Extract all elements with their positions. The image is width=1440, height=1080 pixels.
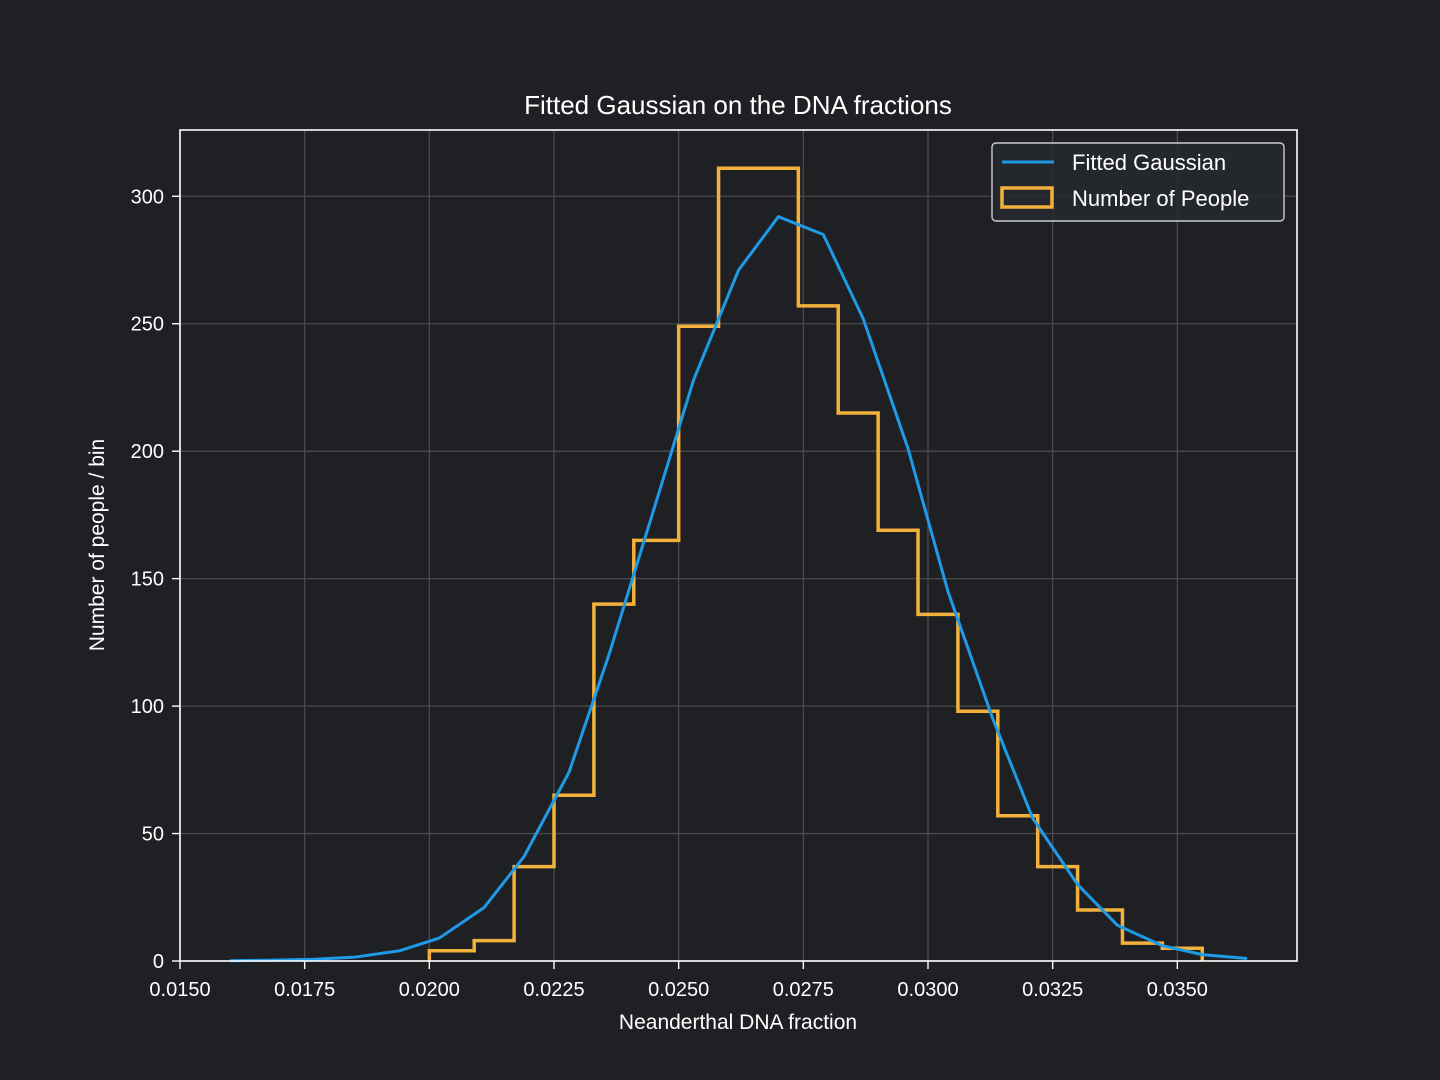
x-tick-label: 0.0275 <box>773 979 834 1001</box>
chart-title: Fitted Gaussian on the DNA fractions <box>524 90 952 120</box>
legend-box <box>991 142 1285 222</box>
y-axis-label: Number of people / bin <box>86 439 109 651</box>
y-tick-label: 0 <box>153 951 164 973</box>
x-tick-label: 0.0300 <box>897 979 958 1001</box>
histogram-steps <box>427 166 1204 961</box>
legend: Fitted Gaussian Number of People <box>991 142 1285 222</box>
y-tick-label: 250 <box>131 314 164 336</box>
plot-frame <box>179 129 1298 962</box>
x-tick-label: 0.0250 <box>648 979 709 1001</box>
x-axis-label: Neanderthal DNA fraction <box>619 1011 857 1034</box>
plot-series <box>229 166 1248 963</box>
legend-gaussian-label: Fitted Gaussian <box>1072 150 1226 175</box>
y-tick-label: 50 <box>142 824 164 846</box>
x-tick-label: 0.0200 <box>399 979 460 1001</box>
y-axis-ticks: 0 50 100 150 200 250 300 <box>131 186 180 973</box>
x-tick-label: 0.0175 <box>274 979 335 1001</box>
x-tick-label: 0.0350 <box>1147 979 1208 1001</box>
x-tick-label: 0.0325 <box>1022 979 1083 1001</box>
y-tick-label: 100 <box>131 696 164 718</box>
y-tick-label: 150 <box>131 569 164 591</box>
y-tick-label: 300 <box>131 186 164 208</box>
gaussian-line <box>229 215 1248 963</box>
legend-histogram-swatch <box>1000 186 1054 209</box>
x-axis-ticks: 0.0150 0.0175 0.0200 0.0225 0.0250 0.0275 0.03… <box>149 961 1208 1001</box>
x-tick-label: 0.0225 <box>523 979 584 1001</box>
x-tick-label: 0.0150 <box>149 979 210 1001</box>
legend-histogram-label: Number of People <box>1072 186 1249 211</box>
y-tick-label: 200 <box>131 441 164 463</box>
